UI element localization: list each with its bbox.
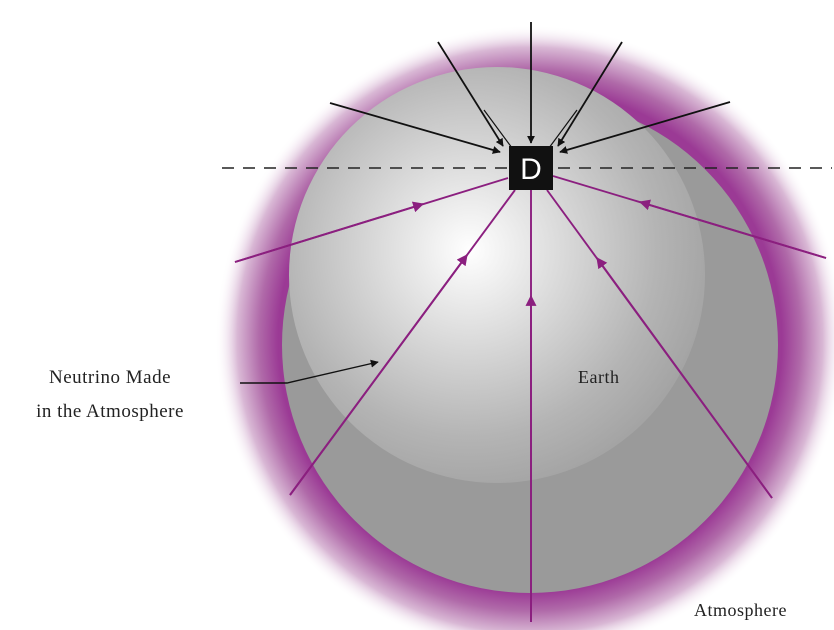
atmosphere-label: Atmosphere <box>694 600 787 620</box>
neutrino-label-line2: in the Atmosphere <box>36 401 184 422</box>
down-arrow-right-shallow <box>559 101 731 154</box>
down-arrow-right-steep <box>557 41 623 147</box>
detector-label: D <box>520 153 542 186</box>
up-arrow-left <box>289 254 468 496</box>
down-arrow-mid-right <box>545 109 578 153</box>
down-arrow-left-shallow <box>329 102 501 154</box>
earth-label: Earth <box>578 367 619 387</box>
up-arrow-right <box>596 257 773 499</box>
neutrino-label-line1: Neutrino Made <box>49 367 171 388</box>
downward-arrows <box>329 22 731 154</box>
detector-box <box>509 146 553 190</box>
up-arrow-far-left <box>234 201 425 263</box>
upward-arrows <box>234 175 827 622</box>
neutrino-pointer <box>240 359 379 384</box>
earth-sphere <box>289 67 705 483</box>
up-arrow-far-right <box>638 199 827 259</box>
down-arrow-left-steep <box>437 41 504 147</box>
down-arrow-mid-left <box>483 109 516 153</box>
